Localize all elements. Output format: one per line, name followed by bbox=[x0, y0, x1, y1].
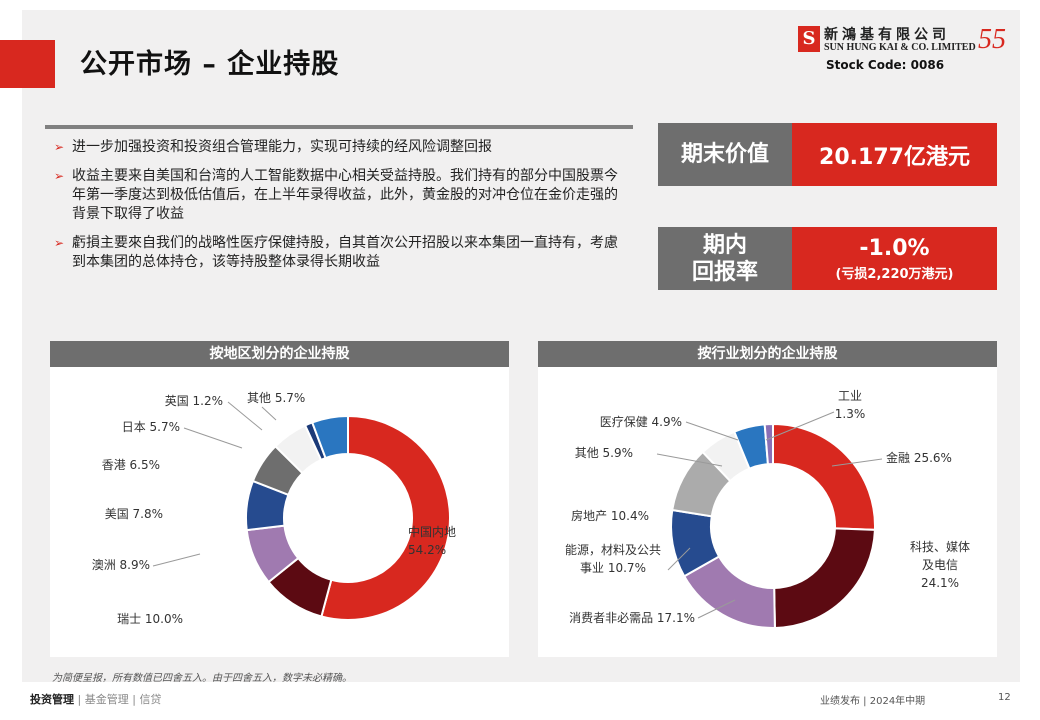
sector-chart-title: 按行业划分的企业持股 bbox=[538, 341, 997, 367]
donut-slice-1-0 bbox=[772, 422, 876, 531]
period-value-label: 期末价值 bbox=[658, 123, 792, 186]
data-label: 科技、媒体及电信 24.1% bbox=[910, 540, 970, 590]
bullet-item: ➢ 收益主要来自美国和台湾的人工智能数据中心相关受益持股。我们持有的部分中国股票今… bbox=[54, 167, 624, 224]
data-label: 瑞士 10.0% bbox=[117, 612, 183, 626]
company-name-cn: 新鴻基有限公司 bbox=[824, 27, 950, 43]
return-label-line2: 回报率 bbox=[691, 259, 758, 285]
footer-nav: 投资管理 | 基金管理 | 信贷 bbox=[30, 691, 161, 707]
period-value-box: 20.177亿港元 bbox=[792, 123, 997, 186]
bullet-item: ➢ 进一步加强投资和投资组合管理能力，实现可持续的经风险调整回报 bbox=[54, 138, 624, 157]
footer-nav-investment[interactable]: 投资管理 bbox=[30, 693, 74, 706]
data-label: 能源，材料及公共事业 10.7% bbox=[565, 543, 661, 575]
data-label: 美国 7.8% bbox=[105, 507, 163, 521]
company-name-en: SUN HUNG KAI & CO. LIMITED bbox=[824, 42, 976, 53]
stock-code: Stock Code: 0086 bbox=[826, 58, 945, 72]
leader-line bbox=[831, 458, 883, 467]
data-label: 医疗保健 4.9% bbox=[600, 415, 682, 429]
leader-line bbox=[261, 406, 277, 421]
donut-slice-1-1 bbox=[773, 527, 876, 630]
donut-slice-0-0 bbox=[320, 414, 451, 621]
period-value: 20.177亿港元 bbox=[819, 144, 970, 170]
return-label-line1: 期内 bbox=[702, 232, 747, 258]
leader-line bbox=[152, 553, 201, 567]
donut-slice-1-7 bbox=[763, 422, 774, 466]
leader-line bbox=[183, 427, 243, 449]
return-value: -1.0% bbox=[859, 235, 930, 261]
return-note: (亏损2,220万港元) bbox=[835, 266, 954, 282]
donut-slice-0-7 bbox=[310, 414, 349, 460]
bullet-text: 收益主要来自美国和台湾的人工智能数据中心相关受益持股。我们持有的部分中国股票今年… bbox=[72, 168, 618, 222]
data-label: 房地产 10.4% bbox=[571, 508, 649, 523]
data-label: 香港 6.5% bbox=[102, 458, 160, 472]
bullet-text: 虧損主要來自我们的战略性医疗保健持股，自其首次公开招股以来本集团一直持有，考慮到… bbox=[72, 235, 618, 270]
data-label: 澳洲 8.9% bbox=[92, 558, 150, 572]
bullets-divider bbox=[45, 125, 633, 129]
page-title: 公开市场 – 企业持股 bbox=[80, 49, 340, 80]
data-label: 工业 1.3% bbox=[835, 389, 866, 421]
data-label: 英国 1.2% bbox=[165, 394, 223, 408]
footer-nav-credit[interactable]: 信贷 bbox=[139, 693, 162, 706]
data-label: 消费者非必需品 17.1% bbox=[569, 611, 695, 625]
leader-line bbox=[656, 453, 723, 467]
footnote: 为简便呈报，所有数值已四舍五入。由于四舍五入，数字未必精确。 bbox=[52, 673, 352, 684]
leader-line bbox=[685, 421, 739, 441]
return-value-box: -1.0% (亏损2,220万港元) bbox=[792, 227, 997, 290]
bullet-text: 进一步加强投资和投资组合管理能力，实现可持续的经风险调整回报 bbox=[72, 139, 492, 155]
footer-report-label: 业绩发布 | 2024年中期 bbox=[820, 696, 926, 707]
page-number: 12 bbox=[998, 692, 1011, 703]
data-label: 金融 25.6% bbox=[886, 450, 952, 465]
arrow-bullet-icon: ➢ bbox=[54, 169, 65, 183]
leader-line bbox=[765, 411, 835, 441]
data-label: 其他 5.9% bbox=[575, 446, 633, 460]
bullet-item: ➢ 虧損主要來自我们的战略性医疗保健持股，自其首次公开招股以来本集团一直持有，考慮… bbox=[54, 234, 624, 272]
arrow-bullet-icon: ➢ bbox=[54, 236, 65, 250]
anniversary-logo: 55 bbox=[978, 24, 1006, 55]
title-accent-bar bbox=[0, 40, 55, 88]
arrow-bullet-icon: ➢ bbox=[54, 140, 65, 154]
return-label-box: 期内 回报率 bbox=[658, 227, 792, 290]
data-label: 中国内地 54.2% bbox=[408, 524, 456, 557]
bullet-list: ➢ 进一步加强投资和投资组合管理能力，实现可持续的经风险调整回报 ➢ 收益主要来自美… bbox=[54, 138, 624, 282]
company-logo-icon: S bbox=[798, 26, 820, 52]
data-label: 日本 5.7% bbox=[122, 420, 180, 434]
leader-line bbox=[697, 599, 736, 619]
region-chart-title: 按地区划分的企业持股 bbox=[50, 341, 509, 367]
footer-separator: | bbox=[132, 693, 136, 706]
footer-separator: | bbox=[77, 693, 82, 706]
leader-line bbox=[667, 547, 691, 571]
data-label: 其他 5.7% bbox=[247, 391, 305, 405]
footer-nav-fund[interactable]: 基金管理 bbox=[84, 693, 129, 706]
leader-line bbox=[227, 401, 263, 431]
